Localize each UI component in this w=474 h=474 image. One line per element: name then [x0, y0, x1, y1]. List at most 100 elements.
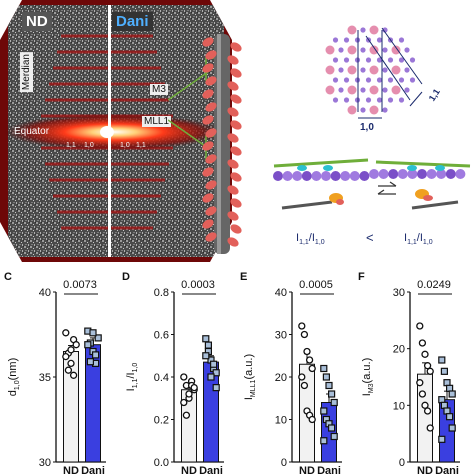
meridian-label: Merdian	[20, 52, 33, 93]
y-tick-label: 20	[275, 372, 287, 384]
data-point-dani	[448, 424, 456, 432]
data-point-nd	[180, 373, 188, 381]
actin-bead	[321, 171, 331, 181]
layer-line	[45, 162, 169, 166]
actin-bead	[407, 169, 418, 179]
lattice-node	[409, 77, 416, 83]
lattice-node	[404, 87, 410, 93]
y-tick-label: 10	[275, 415, 287, 427]
data-point-nd	[416, 379, 424, 387]
data-point-nd	[64, 366, 73, 374]
lattice-node	[376, 57, 383, 63]
myosin-head	[227, 55, 239, 65]
lattice-node	[360, 107, 366, 113]
ratio-right-sep: /I	[416, 232, 423, 244]
y-tick-label: 0.6	[154, 330, 169, 342]
actin-bead	[292, 171, 303, 181]
lattice-node	[369, 65, 379, 75]
lattice-node	[404, 67, 410, 73]
bar-nd	[417, 373, 433, 463]
myosin-head	[202, 63, 214, 73]
lattice-node	[369, 45, 379, 55]
ratio-left: I1,1/I1,0	[296, 232, 325, 246]
reflection-left-11: 1,1	[66, 142, 76, 149]
data-point-dani	[202, 335, 210, 343]
x-category-label: Dani	[317, 465, 341, 474]
data-point-dani	[320, 437, 328, 445]
thick-filament-illustration	[168, 34, 242, 254]
data-point-dani	[328, 390, 336, 398]
lattice-node	[343, 37, 350, 43]
myosin-head-cyan	[407, 165, 417, 171]
myosin-head	[227, 159, 239, 169]
lattice-node	[360, 87, 366, 93]
myosin-head	[202, 115, 214, 125]
lattice-node	[391, 65, 401, 75]
myosin-head-cyan	[323, 165, 333, 171]
actin-bead	[273, 171, 283, 181]
actin-bead	[426, 169, 437, 179]
lattice-node	[391, 45, 401, 55]
lattice-node	[347, 65, 357, 75]
data-point-dani	[202, 352, 210, 360]
layer-line	[49, 82, 165, 86]
myosin-head	[202, 141, 214, 151]
layer-line	[53, 66, 161, 70]
actin-bead	[282, 171, 293, 181]
actin-bead	[436, 169, 447, 179]
actin-bead	[455, 169, 466, 179]
y-axis-label: I1,1/I1,0	[125, 363, 139, 392]
panel-label: D	[122, 271, 130, 283]
data-point-nd	[67, 359, 75, 368]
x-category-label: Dani	[435, 465, 459, 474]
y-axis-label: IMLL1(a.u.)	[243, 354, 257, 400]
y-axis-label: IM3(a.u.)	[361, 358, 375, 396]
myosin-head	[202, 193, 214, 203]
actin-bead	[369, 169, 379, 179]
data-point-nd	[421, 350, 429, 358]
lattice-label-10: 1,0	[360, 122, 374, 133]
lattice-node	[382, 27, 388, 33]
x-category-label: Dani	[81, 465, 105, 474]
lattice-node	[376, 37, 383, 43]
lattice-node	[332, 37, 339, 43]
myosin-head-cyan	[435, 165, 445, 171]
ratio-right-sub1: 1,1	[407, 239, 417, 247]
data-point-dani	[328, 424, 336, 432]
ratio-left-sub2: 1,0	[314, 239, 325, 247]
x-category-label: Dani	[199, 465, 223, 474]
data-point-dani	[212, 384, 220, 392]
data-point-nd	[62, 329, 70, 337]
actin-bead	[340, 171, 351, 181]
myosin-head	[227, 211, 239, 221]
lattice-node	[360, 27, 366, 33]
lattice-node	[376, 77, 383, 83]
data-point-dani	[210, 360, 218, 368]
data-point-nd	[300, 330, 309, 339]
data-point-nd	[72, 341, 80, 349]
myosin-head	[202, 219, 214, 229]
m3-callout-label: M3	[150, 84, 168, 95]
actin-bead	[378, 169, 389, 179]
data-point-nd	[416, 322, 424, 330]
data-point-nd	[69, 371, 78, 379]
actin-bead	[330, 171, 341, 181]
data-point-nd	[426, 367, 434, 375]
myosin-head	[202, 89, 214, 99]
data-point-dani	[322, 373, 330, 381]
y-tick-label: 10	[393, 400, 405, 412]
lattice-node	[382, 107, 388, 113]
lattice-node	[332, 57, 339, 63]
myosin-head	[230, 94, 242, 104]
myosin-head	[230, 146, 242, 156]
lattice-node	[398, 57, 405, 63]
lattice-node	[387, 77, 394, 83]
data-point-nd	[418, 339, 427, 347]
y-tick-label: 35	[39, 372, 51, 384]
p-value: 0.0073	[63, 279, 97, 291]
data-point-nd	[418, 390, 427, 398]
lattice-node	[387, 57, 394, 63]
lattice-node	[404, 47, 410, 53]
data-point-nd	[308, 415, 316, 424]
reflection-right-11: 1,1	[136, 142, 146, 149]
